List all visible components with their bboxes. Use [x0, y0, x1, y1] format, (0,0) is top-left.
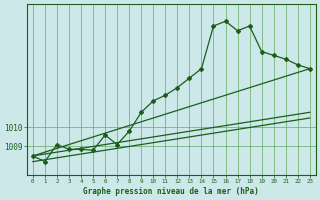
X-axis label: Graphe pression niveau de la mer (hPa): Graphe pression niveau de la mer (hPa) [84, 187, 259, 196]
